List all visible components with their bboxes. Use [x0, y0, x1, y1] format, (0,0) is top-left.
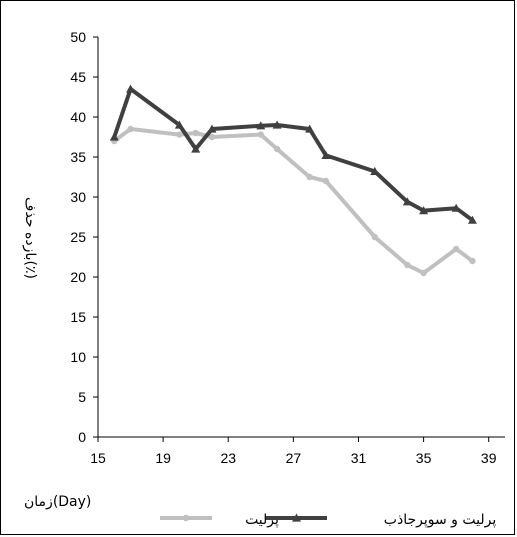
data-point — [452, 245, 460, 253]
legend-marker — [292, 513, 301, 522]
x-tick-label: 19 — [155, 450, 171, 466]
y-tick-label: 0 — [78, 429, 86, 445]
y-tick-label: 30 — [70, 189, 86, 205]
series-1 — [111, 125, 476, 277]
data-point — [176, 131, 183, 138]
x-tick-label: 35 — [416, 450, 432, 466]
data-point — [402, 197, 412, 206]
data-point — [451, 203, 461, 212]
y-tick-label: 45 — [70, 69, 86, 85]
series-line — [113, 127, 474, 275]
data-point — [467, 215, 477, 224]
y-axis-label: بازده حذف(٪) — [22, 197, 38, 279]
series-line — [112, 87, 474, 222]
data-point — [208, 133, 216, 141]
series-2 — [109, 84, 477, 224]
y-tick-label: 10 — [70, 349, 86, 365]
x-tick-label: 39 — [481, 450, 497, 466]
legend-item-2: پرلیت و سوپرجاذب — [266, 512, 496, 528]
legend-marker — [182, 514, 190, 522]
data-point — [370, 166, 380, 175]
series-layer — [109, 84, 477, 277]
x-tick-label: 31 — [351, 450, 367, 466]
data-point — [256, 121, 266, 130]
y-tick-label: 15 — [70, 309, 86, 325]
data-point — [321, 150, 331, 159]
y-tick-label: 50 — [70, 29, 86, 45]
y-tick-label: 35 — [70, 149, 86, 165]
axes: 0 5 10 15 20 25 30 35 40 45 50 15 19 23 27 31 35 39 — [70, 29, 505, 466]
data-point — [272, 120, 282, 129]
x-tick-label: 27 — [286, 450, 302, 466]
data-point — [419, 206, 429, 215]
y-tick-label: 5 — [78, 389, 86, 405]
legend: پرلیت پرلیت و سوپرجاذب — [160, 512, 496, 528]
data-point — [273, 145, 281, 153]
data-point — [305, 124, 315, 133]
y-tick-label: 20 — [70, 269, 86, 285]
data-point — [191, 144, 201, 153]
data-point — [404, 261, 411, 269]
data-point — [257, 131, 264, 138]
data-point — [127, 125, 134, 133]
data-point — [469, 257, 476, 265]
legend-label: پرلیت و سوپرجاذب — [384, 512, 497, 528]
data-point — [174, 120, 184, 129]
data-point — [109, 132, 119, 141]
data-point — [420, 269, 427, 277]
data-point — [192, 129, 199, 137]
data-point — [306, 173, 313, 181]
y-tick-label: 25 — [70, 229, 86, 245]
x-tick-label: 23 — [220, 450, 236, 466]
data-point — [322, 177, 330, 185]
data-point — [126, 84, 136, 93]
y-tick-label: 40 — [70, 109, 86, 125]
legend-item-1: پرلیت — [160, 512, 279, 528]
x-tick-label: 15 — [90, 450, 106, 466]
x-axis-label: زمان(Day) — [24, 494, 91, 510]
data-point — [371, 233, 378, 241]
data-point — [207, 124, 217, 133]
